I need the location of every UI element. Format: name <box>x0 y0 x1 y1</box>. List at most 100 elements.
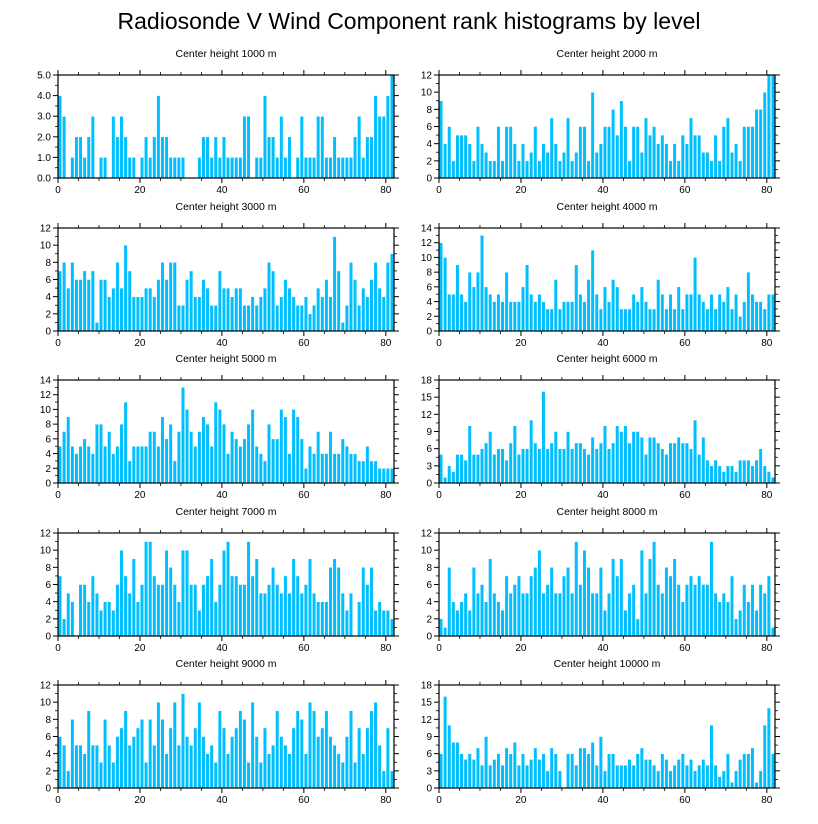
histogram-bar <box>602 610 607 637</box>
histogram-bar <box>369 460 374 484</box>
x-tick-label: 60 <box>679 338 691 349</box>
histogram-bar <box>99 762 104 789</box>
histogram-bar <box>123 710 128 789</box>
histogram-bar <box>574 264 579 332</box>
x-tick-label: 40 <box>597 185 609 196</box>
histogram-bar <box>586 567 591 637</box>
y-tick-label: 15 <box>421 393 433 404</box>
histogram-bar <box>762 91 767 179</box>
histogram-bar <box>144 445 149 484</box>
histogram-bar <box>455 610 460 637</box>
histogram-bar <box>115 584 120 637</box>
histogram-bar <box>713 764 718 789</box>
histogram-bar <box>516 575 521 637</box>
histogram-bar <box>283 575 288 637</box>
histogram-bar <box>340 438 345 484</box>
y-tick-label: 6 <box>426 580 432 591</box>
histogram-bar <box>729 575 734 637</box>
histogram-bar <box>234 727 239 789</box>
histogram-bar <box>734 143 739 179</box>
histogram-bar <box>594 764 599 789</box>
histogram-bar <box>672 308 677 332</box>
histogram-bar <box>529 759 534 789</box>
histogram-bar <box>676 286 681 332</box>
histogram-bar <box>357 727 362 789</box>
histogram-bar <box>521 753 525 789</box>
histogram-panel: Center height 3000 m 0 20 40 60 80 0 2 4 6 8 10 12 <box>40 201 399 349</box>
histogram-bar <box>242 438 247 484</box>
histogram-bar <box>99 157 104 179</box>
histogram-bar <box>238 710 243 789</box>
histogram-bar <box>619 558 624 637</box>
histogram-bar <box>357 601 362 637</box>
histogram-bar <box>328 567 333 637</box>
histogram-bar <box>512 741 517 789</box>
histogram-bar <box>320 453 325 484</box>
histogram-bar <box>529 293 534 332</box>
y-tick-label: 0 <box>45 632 51 643</box>
histogram-bar <box>258 296 263 332</box>
histogram-bar <box>357 305 362 332</box>
histogram-bar <box>725 753 730 789</box>
y-tick-label: 18 <box>421 376 433 387</box>
histogram-bar <box>545 770 550 789</box>
histogram-bar <box>635 618 640 637</box>
x-tick-label: 0 <box>436 490 442 501</box>
histogram-bar <box>623 126 628 179</box>
histogram-bar <box>549 308 554 332</box>
histogram-bar <box>369 710 374 789</box>
histogram-bar <box>119 287 124 332</box>
histogram-bar <box>561 152 566 179</box>
x-tick-label: 0 <box>55 185 61 196</box>
histogram-bar <box>529 152 534 179</box>
histogram-bar <box>467 610 472 637</box>
histogram-bar <box>652 436 657 484</box>
x-tick-label: 60 <box>298 490 310 501</box>
histogram-bar <box>480 235 485 332</box>
histogram-bar <box>78 279 83 332</box>
histogram-bar <box>574 152 579 179</box>
histogram-bar <box>246 762 251 789</box>
y-tick-label: 2 <box>426 614 432 625</box>
histogram-bar <box>127 460 132 484</box>
histogram-bar <box>656 770 661 789</box>
histogram-bar <box>82 270 87 332</box>
histogram-bar <box>82 157 87 179</box>
histogram-bar <box>140 719 144 789</box>
histogram-bar <box>664 759 669 789</box>
histogram-bar <box>471 567 476 637</box>
x-tick-label: 60 <box>298 795 310 806</box>
histogram-bar <box>70 601 75 637</box>
histogram-bar <box>504 575 509 637</box>
histogram-bar <box>553 753 558 789</box>
histogram-bar <box>561 448 566 484</box>
histogram-bar <box>607 753 612 789</box>
histogram-bar <box>127 744 132 789</box>
histogram-bar <box>385 727 390 789</box>
histogram-bar <box>287 287 292 332</box>
y-tick-label: 1.0 <box>37 153 51 164</box>
x-tick-label: 80 <box>380 185 392 196</box>
histogram-bar <box>180 549 185 637</box>
histogram-panel: Center height 7000 m 0 20 40 60 80 0 2 4 6 8 10 12 <box>40 506 399 654</box>
histogram-bar <box>160 262 165 332</box>
y-tick-label: 12 <box>421 238 433 249</box>
histogram-bar <box>234 287 239 332</box>
histogram-bar <box>234 438 239 484</box>
histogram-bar <box>586 753 591 789</box>
histogram-bar <box>574 764 579 789</box>
histogram-bar <box>381 770 386 789</box>
histogram-bar <box>254 157 259 179</box>
histogram-bar <box>213 762 218 789</box>
histogram-bar <box>447 724 452 789</box>
histogram-panel: Center height 6000 m 0 20 40 60 80 0 3 6 9 12 15 18 <box>421 353 780 501</box>
histogram-bar <box>439 618 444 637</box>
histogram-bar <box>389 770 394 789</box>
histogram-bar <box>107 296 112 332</box>
histogram-bar <box>361 753 366 789</box>
histogram-bar <box>537 160 542 179</box>
histogram-bar <box>86 136 91 179</box>
histogram-bar <box>611 109 616 179</box>
histogram-bar <box>467 425 472 484</box>
histogram-bar <box>557 770 562 789</box>
